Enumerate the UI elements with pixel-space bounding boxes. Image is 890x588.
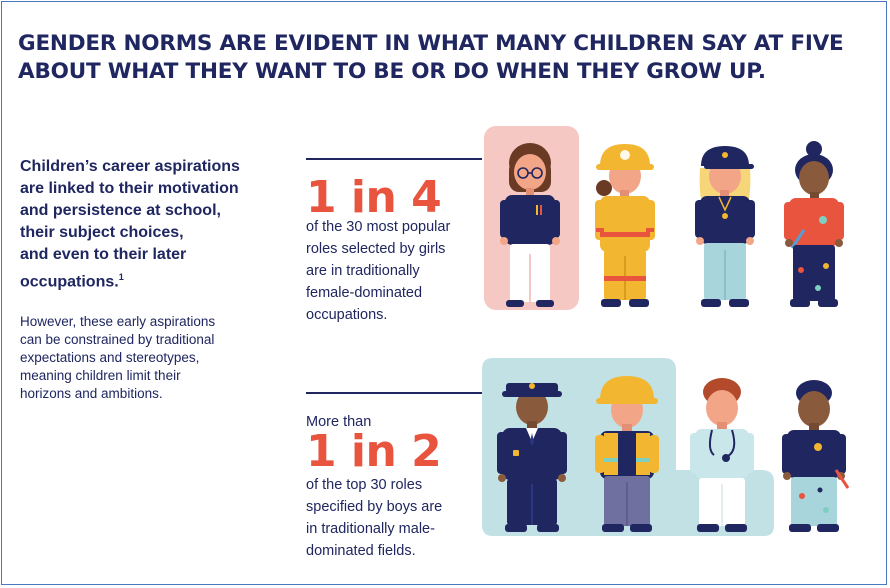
girls-stat-divider [306,158,482,160]
lead-line: their subject choices, [20,224,184,241]
lead-line: and even to their later [20,246,187,263]
boys-stat-line: in traditionally male- [306,521,435,537]
body-line: meaning children limit their [20,368,181,383]
boys-stat-figure: 1 in 2 [306,426,442,477]
girls-stat-line: of the 30 most popular [306,219,451,235]
boys-stat-line: of the top 30 roles [306,477,423,493]
footnote-marker: 1 [118,272,124,282]
lead-line-last: occupations.1 [20,266,280,293]
body-line: horizons and ambitions. [20,386,163,401]
painter-boy-icon [782,380,850,532]
artist-girl-icon [784,141,844,307]
title-line-1: GENDER NORMS ARE EVIDENT IN WHAT MANY CH… [18,31,844,56]
lead-line: are linked to their motivation [20,180,239,197]
lead-line: and persistence at school, [20,202,221,219]
boys-stat-divider [306,392,482,394]
title-line-2: ABOUT WHAT THEY WANT TO BE OR DO WHEN TH… [18,59,766,84]
construction-worker-boy-icon [595,376,659,532]
boys-stat-prefix: More than [306,414,372,430]
firefighter-girl-icon [595,144,655,307]
boys-stat-line: dominated fields. [306,543,416,559]
boys-stat-text: of the top 30 roles specified by boys ar… [306,474,442,562]
body-line: However, these early aspirations [20,314,216,329]
lead-last-text: occupations. [20,273,119,291]
scientist-girl-icon [500,143,560,307]
doctor-boy-icon [690,378,754,532]
body-paragraph: However, these early aspirations can be … [20,313,280,403]
police-girl-icon [695,146,755,307]
girls-stat-text: of the 30 most popular roles selected by… [306,216,450,326]
girls-stat-figure: 1 in 4 [306,172,442,223]
girls-stat-line: occupations. [306,307,388,323]
girls-stat-line: roles selected by girls [306,241,446,257]
body-line: can be constrained by traditional [20,332,215,347]
girls-stat-line: female-dominated [306,285,423,301]
infographic-title: GENDER NORMS ARE EVIDENT IN WHAT MANY CH… [18,30,844,86]
girls-stat-line: are in traditionally [306,263,420,279]
police-officer-boy-icon [497,383,567,532]
lead-line: Children’s career aspirations [20,158,240,175]
boys-stat-line: specified by boys are [306,499,443,515]
lead-paragraph: Children’s career aspirations are linked… [20,156,280,293]
body-line: expectations and stereotypes, [20,350,200,365]
